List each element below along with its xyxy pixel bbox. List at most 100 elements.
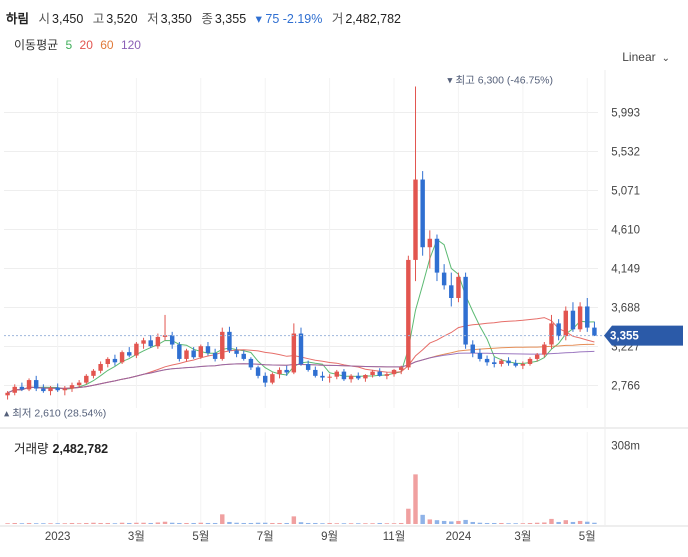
candle-body [463, 276, 468, 345]
candle-body [84, 375, 89, 383]
ma-title: 이동평균 [14, 38, 59, 52]
y-tick-label: 5,532 [611, 146, 640, 158]
change-value: ▾ 75 -2.19% [255, 12, 323, 26]
candle [413, 86, 418, 282]
candle [449, 272, 454, 307]
candle [477, 348, 483, 362]
candle-body [205, 346, 211, 353]
volume-bar [441, 520, 447, 524]
candle [198, 344, 204, 359]
volume-bar [356, 523, 361, 524]
candle-body [298, 333, 304, 364]
volume-bar [384, 523, 390, 524]
candle-body [370, 371, 375, 375]
candle [363, 374, 368, 382]
volume-bar [255, 522, 261, 524]
candle-body [570, 310, 576, 330]
candle [141, 337, 146, 349]
candle-body [499, 360, 504, 364]
candle [384, 372, 390, 380]
candle [542, 342, 547, 358]
volume-bar [141, 522, 146, 524]
volume-bar [484, 522, 490, 524]
candle [398, 365, 404, 375]
candle-body [320, 375, 325, 378]
candle-body [291, 333, 297, 373]
candle-body [327, 376, 332, 378]
volume-bar [220, 514, 225, 524]
volume-bar [327, 522, 332, 524]
volume-bar [148, 522, 153, 524]
volume-bar [391, 523, 397, 524]
candle-body [341, 371, 347, 380]
scale-toggle-button[interactable]: Linear ⌄ [622, 50, 670, 64]
candle [19, 382, 25, 392]
candle-body [534, 354, 540, 359]
volume-bar [184, 522, 189, 524]
y-tick-label: 3,688 [611, 302, 640, 314]
volume-bar [177, 522, 182, 524]
volume-bar [542, 522, 547, 524]
volume-bar [84, 522, 89, 524]
volume-bar [26, 522, 32, 524]
candle-body [148, 340, 153, 347]
volume-bar [169, 522, 175, 524]
volume-bar [499, 522, 504, 524]
volume-bar [76, 523, 82, 524]
ma5-label: 5 [65, 38, 73, 52]
candle-body [520, 364, 526, 366]
candle [492, 357, 497, 368]
candle-body [105, 358, 110, 364]
y-tick-label: 5,071 [611, 185, 640, 197]
volume-bar [119, 522, 125, 524]
candle [148, 335, 153, 348]
x-tick-label: 7월 [257, 530, 274, 543]
volume-bar [277, 522, 282, 524]
candle-body [241, 353, 246, 359]
candle [241, 350, 246, 361]
candle-body [527, 358, 533, 364]
candle [320, 371, 325, 381]
volume-label: 거 [331, 12, 344, 26]
volume-bar [5, 523, 10, 524]
candle [291, 323, 297, 375]
candle-body [98, 364, 103, 371]
candle [127, 347, 132, 358]
candle-body [441, 272, 447, 286]
candle [119, 350, 125, 364]
candle [305, 360, 311, 372]
candle-body [592, 327, 597, 336]
candle [391, 369, 397, 377]
volume-bar [370, 523, 375, 524]
candle [549, 314, 554, 349]
candle [456, 272, 461, 303]
candle [585, 298, 590, 332]
candle-body [112, 358, 118, 363]
candle-body [48, 387, 53, 392]
volume-bar [62, 523, 68, 524]
candle [484, 355, 490, 366]
volume-bar [506, 523, 511, 524]
volume-bar [234, 522, 239, 524]
volume-bar [513, 523, 518, 524]
ma-legend[interactable]: 이동평균 5 20 60 120 [14, 36, 145, 53]
candle [76, 380, 82, 388]
high-label: 고 [92, 12, 105, 26]
candle [41, 384, 46, 393]
candle-body [69, 385, 75, 389]
ma20-label: 20 [79, 38, 93, 52]
candle-body [348, 375, 354, 380]
volume-bar [477, 522, 483, 524]
candle-body [577, 306, 583, 330]
volume-bar [48, 523, 53, 524]
candle [162, 314, 168, 341]
candle [577, 302, 583, 332]
volume-bar [420, 514, 425, 524]
volume-bar [427, 519, 433, 524]
y-tick-label: 5,993 [611, 107, 640, 119]
candle [327, 374, 332, 383]
candle [463, 272, 468, 349]
x-tick-label: 3월 [128, 530, 145, 543]
candle-body [284, 369, 289, 373]
